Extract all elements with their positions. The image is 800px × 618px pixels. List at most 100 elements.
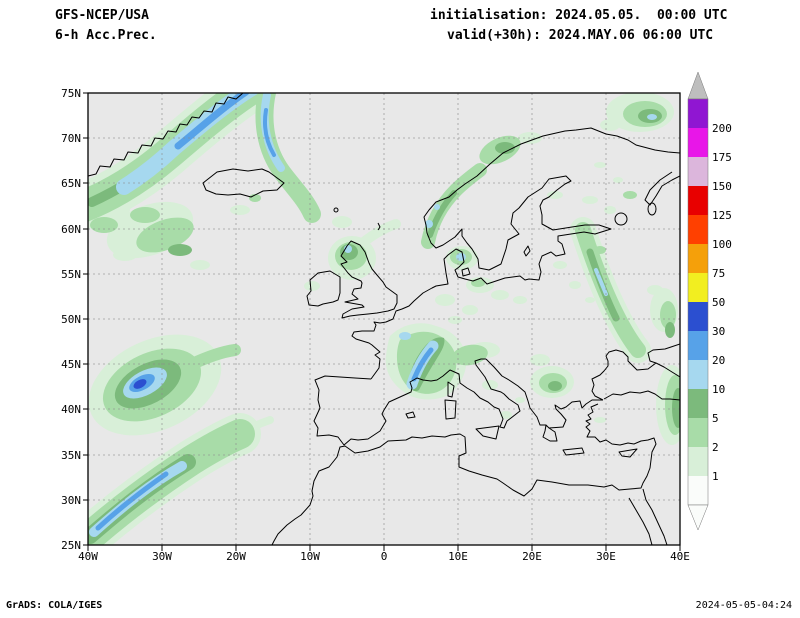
precip-blob	[263, 108, 276, 157]
lake-onega	[647, 202, 657, 216]
precip-blob	[582, 196, 598, 204]
precip-blob	[113, 249, 137, 261]
precip-blob	[491, 290, 509, 300]
precip-blob	[604, 206, 616, 214]
colorbar-segment	[688, 447, 708, 476]
colorbar-segment	[688, 360, 708, 389]
lat-tick-label: 30N	[61, 494, 81, 507]
precip-blob	[495, 142, 515, 154]
precip-blob	[425, 220, 433, 228]
precip-blob	[184, 344, 241, 371]
lon-tick-marks	[87, 545, 681, 551]
precip-blob	[594, 268, 608, 296]
precip-blob	[665, 322, 675, 338]
precip-blob	[136, 217, 194, 253]
colorbar-tick-label: 75	[712, 267, 725, 280]
lon-tick-label: 30W	[152, 550, 172, 563]
colorbar-bottom-arrow	[687, 504, 709, 531]
lat-tick-label: 35N	[61, 449, 81, 462]
precip-blob	[513, 296, 527, 304]
footer-credit: GrADS: COLA/IGES	[6, 600, 103, 611]
colorbar-segment	[688, 128, 708, 157]
precip-blob	[90, 217, 118, 233]
product-title: 6-h Acc.Prec.	[55, 28, 157, 43]
colorbar-segment	[688, 389, 708, 418]
lon-tick-label: 40E	[670, 550, 690, 563]
colorbar: 200 175 150 125 100 75 50 30 20 10 5 2 1	[687, 71, 732, 531]
lon-tick-label: 30E	[596, 550, 616, 563]
precip-blob	[304, 281, 320, 291]
colorbar-tick-label: 2	[712, 441, 719, 454]
lon-tick-label: 0	[381, 550, 388, 563]
footer-timestamp: 2024-05-05-04:24	[695, 600, 792, 611]
precip-blob	[547, 191, 563, 199]
lon-tick-label: 10E	[448, 550, 468, 563]
lat-tick-label: 25N	[61, 539, 81, 552]
precip-blob	[471, 279, 485, 287]
precip-blob	[435, 294, 455, 306]
precip-blob	[623, 191, 637, 199]
coastline-islands	[377, 222, 638, 458]
colorbar-tick-label: 150	[712, 180, 732, 193]
colorbar-segment	[688, 331, 708, 360]
coastline-greenland	[88, 93, 244, 177]
precip-blob	[411, 347, 434, 382]
precip-blob	[168, 244, 192, 256]
init-time: initialisation: 2024.05.05. 00:00 UTC	[430, 8, 728, 23]
coastline-white-sea	[644, 171, 680, 206]
colorbar-segment	[688, 476, 708, 505]
coastline-ireland	[306, 270, 341, 307]
colorbar-tick-label: 1	[712, 470, 719, 483]
precip-layer	[88, 93, 680, 545]
colorbar-segment	[688, 99, 708, 128]
coastline-faroe	[333, 207, 339, 213]
precip-blob	[190, 260, 210, 270]
colorbar-segment	[688, 302, 708, 331]
grid-lines	[88, 93, 680, 545]
precip-blob	[530, 354, 550, 366]
lat-tick-label: 70N	[61, 132, 81, 145]
lake-ladoga	[614, 212, 628, 226]
colorbar-segment	[688, 157, 708, 186]
colorbar-tick-label: 100	[712, 238, 732, 251]
coastline-britain	[340, 240, 398, 319]
precip-blob	[482, 380, 498, 390]
colorbar-segment	[688, 244, 708, 273]
precip-blob	[613, 177, 623, 183]
colorbar-segment	[688, 186, 708, 215]
precip-blob	[456, 253, 466, 261]
precip-blob	[594, 246, 606, 254]
precip-blob	[594, 417, 606, 423]
colorbar-top-arrow	[687, 71, 709, 100]
precip-blob	[427, 190, 457, 238]
precip-blob	[462, 305, 478, 315]
lon-axis: 40W 30W 20W 10W 0 10E 20E 30E 40E	[78, 550, 690, 563]
precip-blob	[230, 205, 250, 215]
coastline-anatolia-africa	[271, 390, 680, 545]
lat-tick-label: 75N	[61, 87, 81, 100]
precip-blob	[500, 411, 512, 419]
precip-blob	[647, 114, 657, 120]
coastlines	[88, 93, 680, 545]
precip-blob	[515, 397, 525, 403]
lat-tick-label: 65N	[61, 177, 81, 190]
coastline-iceland	[202, 168, 285, 198]
precip-blob	[553, 261, 567, 269]
precip-blob	[332, 216, 352, 228]
coastline-nw-europe	[351, 127, 680, 380]
coastline-red-sea	[628, 488, 668, 545]
colorbar-segment	[688, 418, 708, 447]
precip-blob	[133, 379, 147, 389]
precip-blob	[95, 471, 169, 531]
precip-blob	[660, 301, 676, 329]
colorbar-segment	[688, 273, 708, 302]
lat-tick-label: 55N	[61, 268, 81, 281]
precip-blob	[434, 204, 440, 210]
colorbar-tick-label: 5	[712, 412, 719, 425]
precip-blob	[600, 119, 620, 131]
precip-blob	[569, 281, 581, 289]
lon-grid-lines	[161, 93, 607, 545]
colorbar-labels: 200 175 150 125 100 75 50 30 20 10 5 2 1	[712, 122, 732, 483]
